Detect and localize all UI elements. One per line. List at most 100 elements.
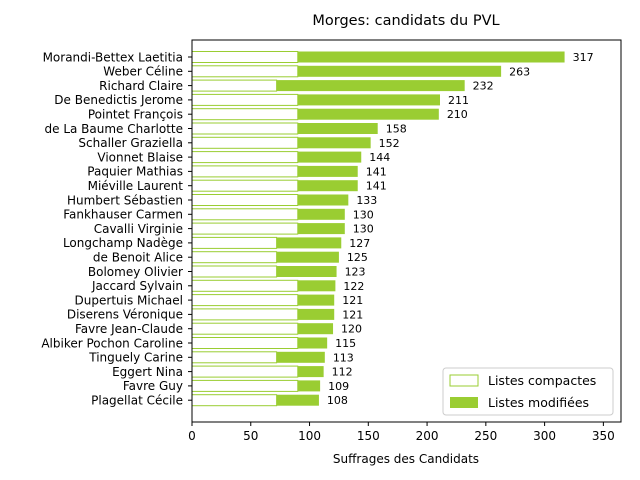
bar-compact	[191, 337, 299, 349]
bar-modified	[297, 65, 502, 77]
legend-label-compact: Listes compactes	[488, 373, 596, 388]
x-tick-label: 250	[474, 429, 497, 443]
value-label: 141	[366, 180, 387, 193]
x-tick-label: 350	[592, 429, 615, 443]
bar-compact	[191, 208, 299, 221]
value-label: 263	[509, 65, 530, 78]
bar-modified	[276, 394, 319, 406]
chart-title: Morges: candidats du PVL	[312, 13, 499, 29]
value-label: 130	[353, 223, 374, 236]
y-tick-label: Fankhauser Carmen	[63, 208, 183, 222]
x-tick-label: 0	[188, 429, 196, 443]
y-tick-label: Vionnet Blaise	[97, 150, 183, 164]
y-tick-label: Longchamp Nadège	[63, 236, 183, 250]
y-tick-label: Tinguely Carine	[88, 351, 183, 365]
bar-compact	[191, 79, 278, 92]
bar-modified	[297, 108, 439, 120]
value-label: 115	[335, 337, 356, 350]
bar-modified	[297, 51, 565, 63]
y-tick-label: Pointet François	[88, 108, 183, 122]
y-tick-label: Weber Céline	[103, 65, 183, 79]
y-tick-label: Bolomey Olivier	[88, 265, 183, 279]
y-tick-label: Eggert Nina	[112, 365, 183, 379]
bar-modified	[297, 366, 324, 378]
bar-modified	[297, 280, 336, 292]
legend-swatch-modified	[450, 397, 478, 408]
value-label: 113	[333, 351, 354, 364]
y-tick-label: de La Baume Charlotte	[45, 122, 184, 136]
bar-modified	[297, 294, 335, 306]
legend-swatch-compact	[449, 374, 479, 387]
value-label: 123	[345, 266, 366, 279]
x-tick-label: 300	[533, 429, 556, 443]
bar-compact	[191, 179, 299, 192]
bar-compact	[191, 236, 278, 249]
bar-compact	[191, 265, 278, 278]
bar-modified	[297, 223, 345, 235]
value-label: 112	[332, 366, 353, 379]
bar-modified	[297, 165, 358, 177]
value-label: 317	[573, 51, 594, 64]
bar-compact	[191, 379, 299, 392]
value-label: 121	[342, 294, 363, 307]
value-label: 232	[473, 80, 494, 93]
y-tick-label: Paquier Mathias	[87, 165, 183, 179]
y-tick-label: Richard Claire	[99, 79, 183, 93]
bar-compact	[191, 365, 299, 378]
value-label: 158	[386, 123, 407, 136]
value-label: 122	[343, 280, 364, 293]
bar-compact	[191, 222, 299, 235]
value-label: 152	[379, 137, 400, 150]
value-label: 141	[366, 165, 387, 178]
bar-compact	[191, 51, 299, 63]
bar-compact	[191, 65, 299, 78]
value-label: 120	[341, 323, 362, 336]
x-axis: 0 50 100 150 200 250 300 350	[188, 422, 615, 443]
bar-modified	[297, 151, 362, 163]
value-label: 109	[328, 380, 349, 393]
plot-frame	[191, 39, 622, 423]
bar-modified	[297, 94, 440, 106]
value-label: 108	[327, 394, 348, 407]
x-tick-label: 150	[357, 429, 380, 443]
bar-modified	[276, 351, 325, 363]
value-label: 127	[349, 237, 370, 250]
y-tick-label: Schaller Graziella	[78, 136, 183, 150]
bar-modified	[297, 194, 349, 206]
y-tick-label: Humbert Sébastien	[67, 193, 183, 207]
legend-box	[442, 367, 614, 416]
value-label: 211	[448, 94, 469, 107]
bar-modified	[297, 380, 321, 392]
bar-compact	[191, 136, 299, 149]
x-tick-label: 200	[416, 429, 439, 443]
bar-compact	[191, 194, 299, 206]
bar-compact	[191, 308, 299, 321]
x-tick-label: 50	[243, 429, 258, 443]
bar-compact	[191, 394, 278, 407]
bar-compact	[191, 122, 299, 135]
bar-modified	[276, 237, 342, 249]
y-tick-label: Dupertuis Michael	[75, 293, 183, 307]
value-label: 121	[342, 308, 363, 321]
bar-compact	[191, 165, 299, 178]
value-label: 125	[347, 251, 368, 264]
bar-compact	[191, 108, 299, 121]
bar-compact	[191, 151, 299, 164]
bar-modified	[276, 80, 465, 92]
value-label: 210	[447, 108, 468, 121]
bar-compact	[191, 93, 299, 106]
y-tick-label: Morandi-Bettex Laetitia	[43, 50, 183, 64]
legend-label-modified: Listes modifiées	[488, 395, 589, 410]
y-tick-label: Favre Jean-Claude	[75, 322, 183, 336]
bar-modified	[297, 123, 378, 134]
bar-compact	[191, 294, 299, 307]
y-tick-label: Favre Guy	[123, 379, 183, 393]
legend: Listes compactes Listes modifiées	[442, 367, 614, 416]
bar-modified	[297, 180, 358, 192]
value-label: 144	[369, 151, 390, 164]
y-tick-label: Jaccard Sylvain	[91, 279, 183, 293]
y-tick-label: Cavalli Virginie	[94, 222, 183, 236]
value-labels: 3172632322112101581521441411411331301301…	[327, 51, 594, 407]
